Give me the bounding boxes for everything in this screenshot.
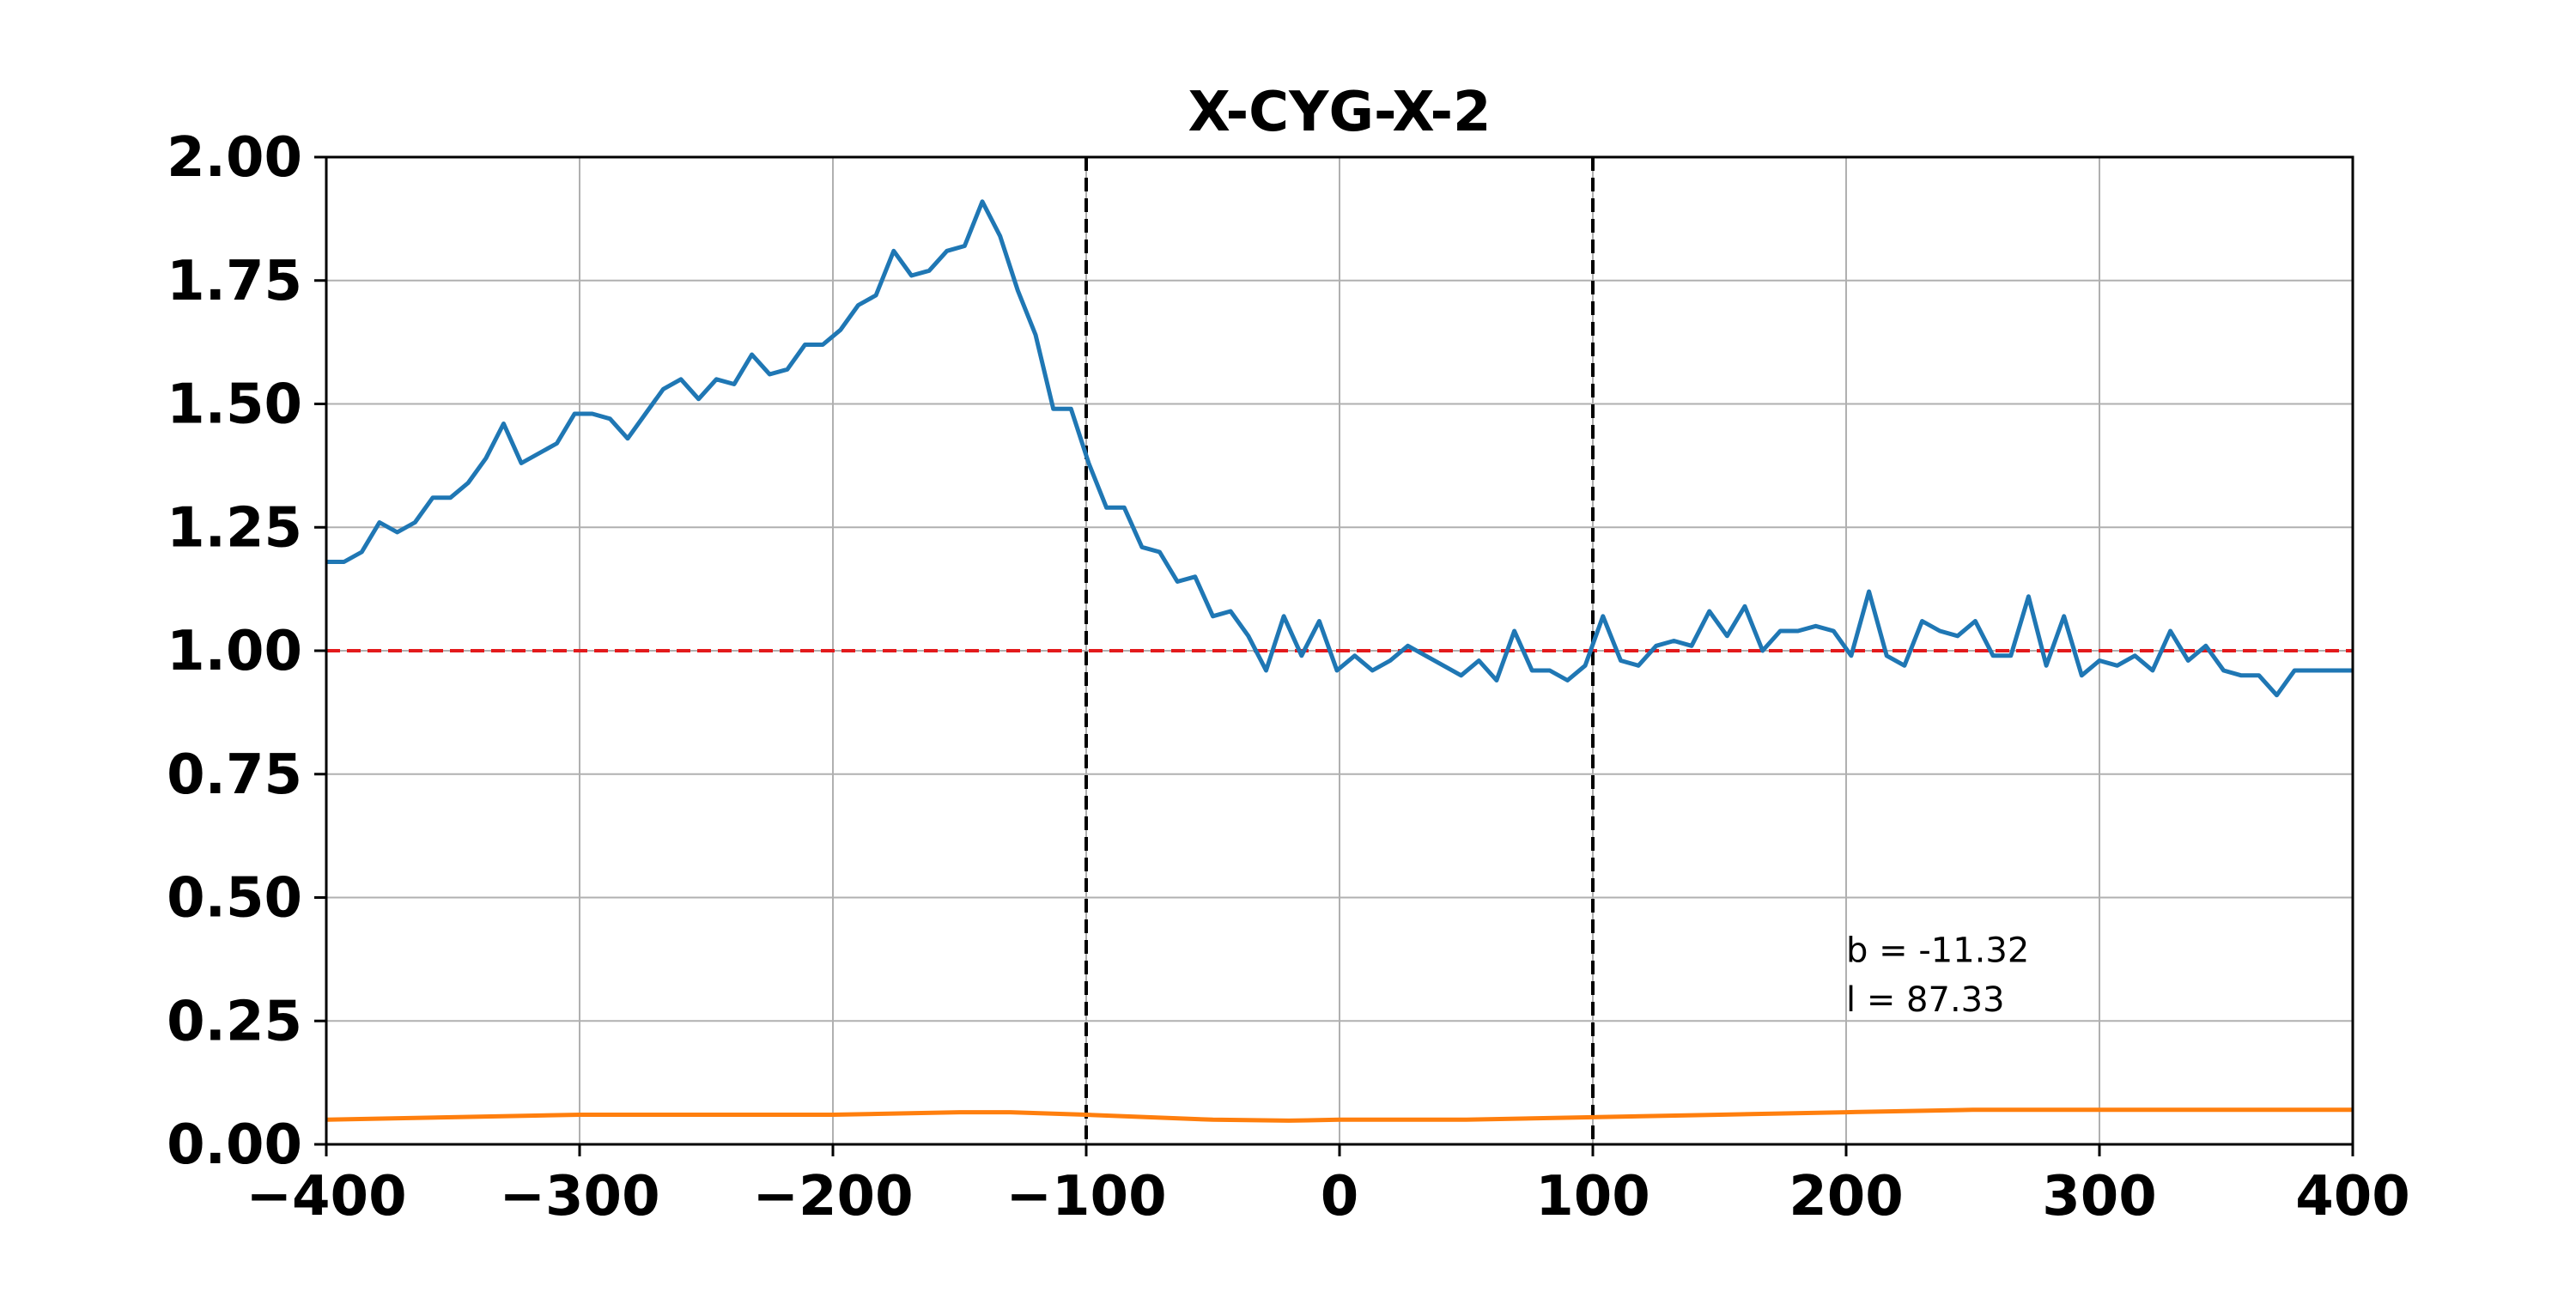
y-tick-label: 1.75 bbox=[167, 250, 302, 313]
x-tick-label: 100 bbox=[1535, 1165, 1650, 1228]
y-tick-label: 2.00 bbox=[167, 126, 302, 190]
series-line-2 bbox=[325, 1107, 2353, 1123]
x-tick-label: −100 bbox=[1005, 1165, 1166, 1228]
x-tick-label: 300 bbox=[2042, 1165, 2157, 1228]
data-series bbox=[325, 199, 2353, 1123]
y-tick-label: 1.50 bbox=[167, 373, 302, 437]
y-tick-label: 0.75 bbox=[167, 743, 302, 807]
reference-lines bbox=[326, 157, 2353, 1144]
x-tick-label: −200 bbox=[752, 1165, 913, 1228]
annotation-text: l = 87.33 bbox=[1846, 980, 2005, 1020]
annotation-text: b = -11.32 bbox=[1846, 931, 2029, 970]
x-tick-label: −400 bbox=[246, 1165, 406, 1228]
y-tick-label: 0.00 bbox=[167, 1113, 302, 1177]
y-tick-label: 1.25 bbox=[167, 496, 302, 560]
x-tick-label: −300 bbox=[499, 1165, 659, 1228]
axis-ticks: −400 −300 −200 −100 0 100 200 300 400 0.00 0.25 0.5… bbox=[167, 126, 2410, 1228]
y-tick-label: 0.50 bbox=[167, 867, 302, 931]
x-tick-label: 400 bbox=[2295, 1165, 2410, 1228]
y-tick-label: 0.25 bbox=[167, 990, 302, 1053]
x-tick-label: 0 bbox=[1321, 1165, 1359, 1228]
chart-title: X-CYG-X-2 bbox=[1188, 81, 1491, 144]
annotations: b = -11.32 l = 87.33 bbox=[1846, 931, 2029, 1020]
series-line-1 bbox=[326, 199, 2353, 698]
x-tick-label: 200 bbox=[1789, 1165, 1904, 1228]
y-tick-label: 1.00 bbox=[167, 620, 302, 683]
